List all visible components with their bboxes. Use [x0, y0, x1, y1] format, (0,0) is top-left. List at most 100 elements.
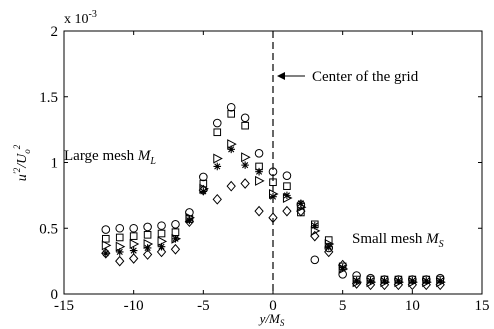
- point-diamond: [198, 184, 208, 196]
- point-star: [338, 263, 347, 272]
- scale-multiplier-exponent: -3: [89, 9, 97, 20]
- large-mesh-symbol: M: [137, 148, 152, 164]
- point-square: [241, 121, 249, 130]
- point-triangle-right: [213, 153, 223, 164]
- axis-ticks: -15 -10 -5 0 5 10 15 0 0.5 1 1.5 2: [39, 24, 489, 314]
- point-diamond: [365, 279, 376, 291]
- point-star: [255, 167, 263, 176]
- x-tick-label: 0: [269, 298, 277, 314]
- x-tick-label: -10: [124, 298, 144, 314]
- point-star: [297, 199, 305, 208]
- y-tick-label: 0.5: [39, 221, 58, 237]
- point-triangle-right: [101, 240, 112, 251]
- series-diamond: [101, 178, 445, 291]
- point-diamond: [282, 205, 292, 217]
- y-tick-label: 0: [51, 287, 59, 303]
- point-diamond: [421, 279, 431, 291]
- scale-multiplier: x 10-3: [64, 9, 97, 27]
- point-star: [227, 145, 235, 154]
- small-mesh-subscript: S: [439, 239, 444, 250]
- x-tick-label: 10: [405, 298, 420, 314]
- large-mesh-label: Large mesh ML: [64, 148, 156, 167]
- point-triangle-right: [255, 175, 265, 186]
- point-diamond: [338, 259, 348, 271]
- point-star: [283, 191, 291, 200]
- point-circle: [199, 172, 208, 182]
- point-star: [213, 162, 222, 171]
- point-star: [171, 234, 180, 243]
- data-marks: [101, 102, 446, 291]
- large-mesh-text: Large mesh: [64, 148, 138, 164]
- point-square: [283, 182, 291, 190]
- large-mesh-subscript: L: [149, 156, 156, 167]
- center-arrow-head: [277, 72, 285, 80]
- point-diamond: [310, 230, 320, 242]
- point-star: [352, 277, 361, 285]
- point-circle: [185, 208, 194, 217]
- point-diamond: [156, 246, 167, 258]
- point-circle: [143, 222, 152, 232]
- point-star: [241, 161, 249, 169]
- y-tick-label: 1: [51, 156, 59, 172]
- point-star: [129, 246, 138, 255]
- y-tick-label: 2: [51, 24, 59, 40]
- center-label: Center of the grid: [312, 69, 419, 85]
- y-axis-label: u′2/Uo2: [12, 144, 32, 181]
- point-circle: [101, 225, 111, 234]
- point-star: [143, 244, 152, 252]
- point-diamond: [170, 243, 181, 255]
- point-circle: [240, 113, 250, 123]
- x-tick-label: 5: [339, 298, 347, 314]
- point-circle: [157, 221, 166, 230]
- point-star: [311, 221, 319, 230]
- point-triangle-right: [241, 152, 251, 163]
- small-mesh-label: Small mesh MS: [352, 231, 444, 250]
- point-square: [143, 231, 152, 239]
- y-tick-label: 1.5: [39, 90, 58, 106]
- x-tick-label: -5: [197, 298, 210, 314]
- point-diamond: [324, 246, 334, 258]
- point-circle: [115, 223, 125, 233]
- point-diamond: [296, 205, 306, 217]
- point-diamond: [129, 253, 139, 264]
- x-axis-label: y/MS: [258, 311, 285, 328]
- point-diamond: [142, 249, 153, 260]
- point-diamond: [184, 216, 195, 228]
- point-diamond: [226, 180, 236, 192]
- point-star: [102, 249, 110, 258]
- point-square: [102, 234, 110, 243]
- x-tick-label: -15: [54, 298, 74, 314]
- point-circle: [226, 102, 236, 112]
- point-star: [115, 248, 124, 256]
- point-circle: [129, 223, 138, 233]
- point-diamond: [393, 279, 404, 291]
- point-circle: [212, 118, 222, 128]
- point-diamond: [240, 178, 250, 189]
- center-annotation: Center of the grid: [277, 69, 419, 85]
- point-square: [213, 128, 222, 137]
- scale-multiplier-base: x 10: [64, 12, 89, 27]
- point-square: [227, 110, 235, 118]
- point-circle: [310, 255, 320, 265]
- point-diamond: [254, 205, 264, 217]
- point-diamond: [115, 255, 125, 267]
- point-square: [171, 228, 180, 236]
- point-diamond: [212, 193, 222, 205]
- point-circle: [282, 171, 292, 180]
- x-tick-label: 15: [475, 298, 490, 314]
- point-star: [185, 216, 194, 225]
- point-star: [199, 187, 208, 196]
- small-mesh-symbol: M: [425, 231, 440, 247]
- point-diamond: [101, 247, 111, 259]
- point-square: [157, 229, 166, 238]
- point-diamond: [407, 279, 417, 291]
- point-diamond: [435, 279, 445, 291]
- point-circle: [254, 148, 264, 158]
- point-diamond: [351, 278, 362, 289]
- point-triangle-right: [129, 239, 140, 250]
- point-square: [115, 233, 124, 242]
- point-diamond: [379, 279, 390, 291]
- small-mesh-text: Small mesh: [352, 231, 426, 247]
- point-square: [129, 232, 138, 240]
